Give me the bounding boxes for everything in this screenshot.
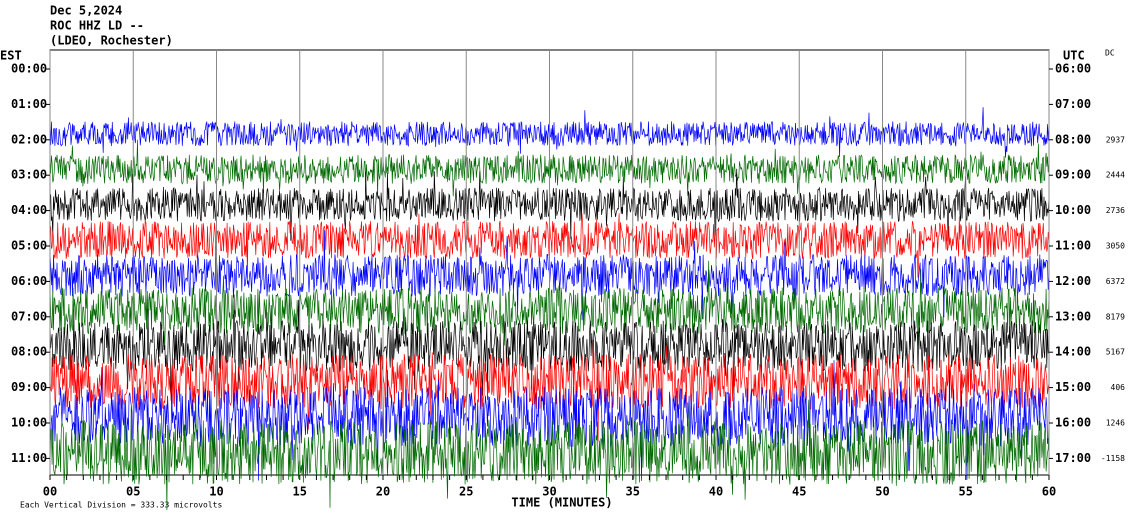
utc-tick-label: 10:00 [1055, 203, 1091, 217]
est-tick-label: 00:00 [11, 62, 47, 76]
dc-value: 2444 [1106, 171, 1125, 180]
utc-tick-label: 15:00 [1055, 380, 1091, 394]
est-tick-label: 09:00 [11, 380, 47, 394]
x-tick-label: 30 [542, 485, 556, 499]
dc-value: 8179 [1106, 312, 1125, 321]
est-tick-label: 07:00 [11, 309, 47, 323]
dc-value: -1158 [1101, 454, 1125, 463]
network: (LDEO, Rochester) [50, 34, 173, 48]
est-tick-label: 10:00 [11, 416, 47, 430]
est-tick-label: 08:00 [11, 345, 47, 359]
est-tick-label: 05:00 [11, 239, 47, 253]
x-tick-label: 25 [459, 485, 473, 499]
dc-value: 406 [1111, 383, 1126, 392]
x-tick-label: 10 [209, 485, 223, 499]
utc-tick-label: 12:00 [1055, 274, 1091, 288]
utc-tick-label: 13:00 [1055, 309, 1091, 323]
x-tick-label: 15 [293, 485, 307, 499]
dc-value: 2736 [1106, 206, 1125, 215]
est-tick-label: 01:00 [11, 97, 47, 111]
x-tick-label: 60 [1042, 485, 1056, 499]
utc-tick-label: 07:00 [1055, 97, 1091, 111]
utc-tick-label: 11:00 [1055, 239, 1091, 253]
x-tick-label: 35 [626, 485, 640, 499]
dc-value: 2937 [1106, 135, 1125, 144]
x-tick-label: 50 [875, 485, 889, 499]
footer: Each Vertical Division = 333.33 microvol… [20, 501, 222, 510]
x-axis-label: TIME (MINUTES) [511, 496, 612, 510]
utc-tick-label: 17:00 [1055, 451, 1091, 465]
est-tick-label: 11:00 [11, 451, 47, 465]
est-tick-label: 03:00 [11, 168, 47, 182]
dc-label: DC [1105, 49, 1115, 58]
est-tick-label: 02:00 [11, 132, 47, 146]
est-label: EST [0, 49, 22, 63]
x-tick-label: 20 [376, 485, 390, 499]
x-tick-label: 05 [126, 485, 140, 499]
x-tick-label: 55 [959, 485, 973, 499]
utc-tick-label: 08:00 [1055, 132, 1091, 146]
dc-value: 3050 [1106, 242, 1125, 251]
utc-label: UTC [1063, 49, 1085, 63]
utc-tick-label: 16:00 [1055, 416, 1091, 430]
date: Dec 5,2024 [50, 4, 122, 18]
dc-value: 6372 [1106, 277, 1125, 286]
dc-value: 5167 [1106, 348, 1125, 357]
station: ROC HHZ LD -- [50, 19, 144, 33]
x-tick-label: 45 [792, 485, 806, 499]
est-tick-label: 04:00 [11, 203, 47, 217]
utc-tick-label: 14:00 [1055, 345, 1091, 359]
est-tick-label: 06:00 [11, 274, 47, 288]
utc-tick-label: 09:00 [1055, 168, 1091, 182]
dc-value: 1246 [1106, 419, 1125, 428]
utc-tick-label: 06:00 [1055, 62, 1091, 76]
x-tick-label: 00 [43, 485, 57, 499]
x-tick-label: 40 [709, 485, 723, 499]
